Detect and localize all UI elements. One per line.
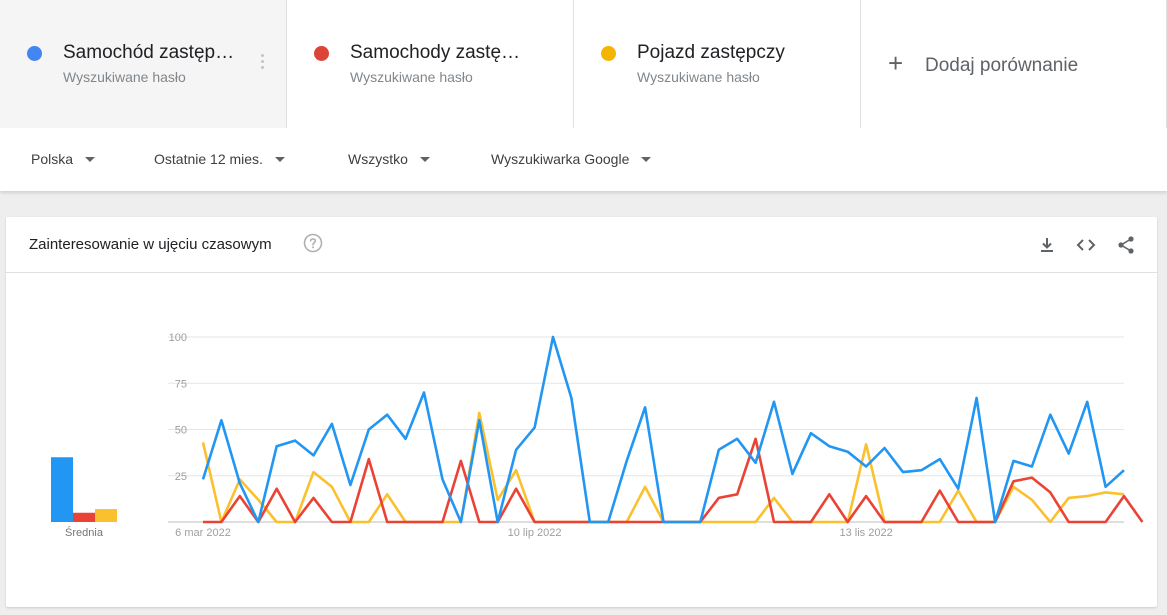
search-property-value: Wyszukiwarka Google [491, 151, 630, 167]
term-type: Wyszukiwane hasło [350, 69, 473, 85]
average-label: Średnia [65, 526, 104, 539]
term-type: Wyszukiwane hasło [637, 69, 760, 85]
y-tick-label: 100 [169, 332, 187, 344]
term-name: Samochód zastęp… [63, 42, 235, 63]
term-name: Pojazd zastępczy [637, 42, 785, 63]
card-header: Zainteresowanie w ujęciu czasowym [6, 217, 1157, 273]
category-dropdown[interactable]: Wszystko [348, 151, 430, 167]
search-property-dropdown[interactable]: Wyszukiwarka Google [491, 151, 652, 167]
x-tick-label: 6 mar 2022 [175, 527, 231, 539]
x-tick-label: 13 lis 2022 [840, 527, 893, 539]
country-dropdown[interactable]: Polska [31, 151, 96, 167]
add-comparison-button[interactable]: + Dodaj porównanie [861, 0, 1167, 128]
chevron-down-icon [274, 156, 285, 162]
card-title: Zainteresowanie w ujęciu czasowym [29, 236, 272, 253]
y-tick-label: 75 [175, 378, 187, 390]
help-icon[interactable] [303, 233, 323, 253]
term-type: Wyszukiwane hasło [63, 69, 186, 85]
search-term-2[interactable]: Samochody zastę… Wyszukiwane hasło [287, 0, 574, 128]
average-bar [73, 512, 95, 522]
series-line [201, 335, 1125, 524]
search-term-3[interactable]: Pojazd zastępczy Wyszukiwane hasło [574, 0, 861, 128]
chevron-down-icon [419, 156, 430, 162]
term-color-dot [27, 46, 42, 61]
y-axis: 100 75 50 25 [169, 332, 187, 483]
chevron-down-icon [641, 156, 652, 162]
average-bar [95, 509, 117, 522]
y-tick-label: 50 [175, 425, 187, 437]
search-term-1[interactable]: Samochód zastęp… Wyszukiwane hasło [0, 0, 287, 128]
interest-chart: 100 75 50 25 Średnia 6 mar 2022 10 lip 2022 1… [51, 332, 1144, 539]
x-tick-label: 10 lip 2022 [508, 527, 562, 539]
time-range-dropdown[interactable]: Ostatnie 12 mies. [154, 151, 285, 167]
chevron-down-icon [85, 156, 96, 162]
embed-code-icon[interactable] [1075, 234, 1097, 256]
add-comparison-label: Dodaj porównanie [925, 55, 1079, 76]
category-value: Wszystko [348, 151, 408, 167]
time-range-value: Ostatnie 12 mies. [154, 151, 263, 167]
download-icon[interactable] [1036, 234, 1058, 256]
chart-series [201, 335, 1144, 524]
filters-bar: Polska Ostatnie 12 mies. Wszystko Wyszuk… [0, 128, 1167, 191]
country-value: Polska [31, 151, 74, 167]
term-color-dot [314, 46, 329, 61]
x-axis: 6 mar 2022 10 lip 2022 13 lis 2022 [175, 527, 893, 539]
y-tick-label: 25 [175, 471, 187, 483]
plus-icon: + [888, 48, 904, 78]
term-name: Samochody zastę… [350, 42, 521, 63]
share-icon[interactable] [1115, 234, 1137, 256]
average-bars: Średnia [51, 457, 117, 539]
interest-over-time-card: Zainteresowanie w ujęciu czasowym 100 75 5… [6, 217, 1157, 607]
term-color-dot [601, 46, 616, 61]
more-options-icon[interactable] [260, 54, 266, 74]
search-terms-bar: Samochód zastęp… Wyszukiwane hasło Samoc… [0, 0, 1167, 129]
average-bar [51, 457, 73, 522]
